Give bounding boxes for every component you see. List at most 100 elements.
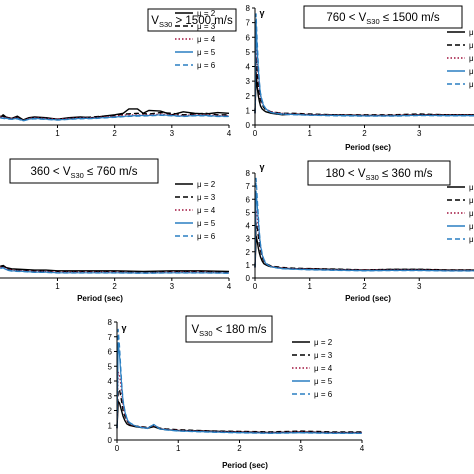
x-tick-label: 1 — [176, 444, 181, 453]
x-tick-label: 2 — [362, 129, 367, 138]
y-tick-label: 7 — [108, 333, 113, 342]
legend-label-mu-2: μ = 2 — [314, 338, 333, 347]
legend-label-mu-5: μ = 5 — [197, 48, 216, 57]
legend-label-mu-4: μ = 4 — [197, 206, 216, 215]
chart-title: 760 < VS30 ≤ 1500 m/s — [326, 12, 440, 26]
title-box — [307, 160, 451, 186]
x-axis-label: Period (sec) — [222, 461, 268, 470]
y-tick-label: 3 — [246, 235, 251, 244]
x-tick-label: 1 — [308, 129, 313, 138]
legend-label-mu-6: μ = 6 — [197, 232, 216, 241]
x-tick-label: 2 — [112, 282, 117, 291]
y-tick-label: 2 — [246, 92, 251, 101]
series-line-mu-6 — [254, 177, 474, 272]
y-tick-label: 0 — [246, 274, 251, 283]
chart-title: 180 < VS30 ≤ 360 m/s — [326, 168, 433, 182]
legend-label-mu-6: μ = 6 — [469, 235, 474, 244]
legend-label-mu-2: μ = 2 — [469, 183, 474, 192]
y-tick-label: 2 — [108, 407, 113, 416]
y-tick-label: 6 — [246, 33, 251, 42]
x-tick-label: 1 — [308, 282, 313, 291]
y-tick-label: 3 — [108, 392, 113, 401]
series-line-mu-3 — [0, 111, 229, 122]
x-tick-label: 0 — [253, 129, 258, 138]
legend-label-mu-6: μ = 6 — [197, 61, 216, 70]
y-tick-label: 7 — [246, 19, 251, 28]
y-tick-label: 8 — [246, 169, 251, 178]
x-tick-label: 4 — [227, 282, 232, 291]
series-line-mu-2 — [254, 71, 474, 117]
chart-title: 360 < VS30 ≤ 760 m/s — [31, 166, 138, 180]
y-tick-label: 6 — [108, 348, 113, 357]
series-line-mu-4 — [254, 209, 474, 271]
x-axis-label: Period (sec) — [345, 143, 391, 152]
legend-label-mu-5: μ = 5 — [469, 222, 474, 231]
chart-panel-1: 1 2 3 4 VS30 > 1500 m/sμ = 2 μ = 3 μ = 4 μ = 5 μ… — [0, 8, 237, 138]
legend-label-mu-6: μ = 6 — [469, 80, 474, 89]
legend-label-mu-5: μ = 5 — [469, 67, 474, 76]
series-line-mu-4 — [116, 371, 362, 434]
title-box — [9, 158, 159, 184]
legend-label-mu-2: μ = 2 — [197, 9, 216, 18]
series-line-mu-4 — [254, 42, 474, 116]
x-tick-label: 2 — [237, 444, 242, 453]
legend-label-mu-3: μ = 3 — [197, 193, 216, 202]
legend-label-mu-5: μ = 5 — [197, 219, 216, 228]
series-line-mu-5 — [254, 190, 474, 272]
legend-label-mu-3: μ = 3 — [469, 196, 474, 205]
y-tick-label: 7 — [246, 182, 251, 191]
chart-panel-4: 0 1 2 3 0 1 2 3 4 5 6 7 8γ Period (sec) 180 < VS30 ≤ 3… — [246, 160, 474, 303]
series-line-mu-4 — [0, 266, 230, 274]
title-box — [303, 5, 463, 29]
x-tick-label: 1 — [55, 282, 60, 291]
chart-panel-5: 0 1 2 3 4 0 1 2 3 4 5 6 7 8γ Period (sec) VS30 < 180 m/… — [108, 315, 365, 470]
series-line-mu-5 — [254, 22, 474, 117]
legend-label-mu-4: μ = 4 — [469, 54, 474, 63]
y-tick-label: 6 — [246, 195, 251, 204]
x-tick-label: 3 — [299, 444, 304, 453]
y-tick-label: 4 — [108, 377, 113, 386]
chart-panel-2: 0 1 2 3 0 1 2 3 4 5 6 7 8 γ Period (sec) 760 < VS30 ≤ 1… — [246, 4, 474, 152]
series-line-mu-3 — [254, 57, 474, 116]
y-tick-label: 4 — [246, 222, 251, 231]
x-tick-label: 3 — [417, 129, 422, 138]
chart-panel-3: 1 2 3 4 Period (sec) 360 < VS30 ≤ 760 m/s μ = … — [0, 158, 232, 303]
legend-label-mu-2: μ = 2 — [469, 28, 474, 37]
y-tick-label: 8 — [246, 4, 251, 13]
chart-title: VS30 < 180 m/s — [191, 324, 266, 338]
x-axis-label: Period (sec) — [345, 294, 391, 303]
x-tick-label: 4 — [227, 129, 232, 138]
series-line-mu-3 — [254, 222, 474, 271]
series-line-mu-2 — [116, 400, 362, 434]
series-line-mu-6 — [254, 13, 474, 117]
y-tick-label: 1 — [246, 261, 251, 270]
title-box — [147, 8, 237, 32]
chart-title: VS30 > 1500 m/s — [151, 15, 233, 29]
x-tick-label: 2 — [362, 282, 367, 291]
y-tick-label: 5 — [246, 208, 251, 217]
x-tick-label: 3 — [417, 282, 422, 291]
series-line-mu-3 — [116, 389, 362, 433]
y-axis-label: γ — [259, 8, 264, 18]
y-tick-label: 4 — [246, 63, 251, 72]
legend-label-mu-3: μ = 3 — [197, 22, 216, 31]
y-tick-label: 5 — [246, 48, 251, 57]
series-line-mu-2 — [254, 235, 474, 271]
y-axis-label: γ — [259, 162, 264, 172]
legend-label-mu-3: μ = 3 — [314, 351, 333, 360]
x-tick-label: 1 — [55, 129, 60, 138]
x-axis-label: Period (sec) — [77, 294, 123, 303]
series-line-mu-6 — [116, 328, 362, 434]
series-line-mu-4 — [0, 113, 229, 122]
x-tick-label: 0 — [253, 282, 258, 291]
y-tick-label: 5 — [108, 362, 113, 371]
x-tick-label: 0 — [115, 444, 120, 453]
x-tick-label: 3 — [170, 282, 175, 291]
series-line-mu-6 — [0, 267, 230, 274]
y-tick-label: 1 — [108, 421, 113, 430]
legend-label-mu-6: μ = 6 — [314, 390, 333, 399]
legend-label-mu-4: μ = 4 — [197, 35, 216, 44]
y-tick-label: 2 — [246, 248, 251, 257]
y-tick-label: 8 — [108, 318, 113, 327]
